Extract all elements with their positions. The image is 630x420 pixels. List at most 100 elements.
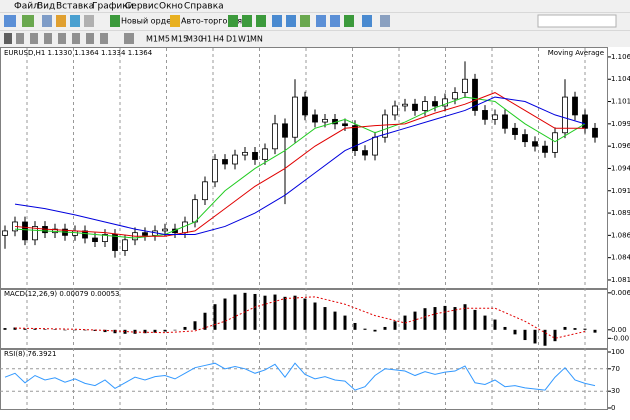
candle-body	[502, 114, 508, 129]
toolbar-icon[interactable]	[272, 15, 282, 27]
new-order-icon[interactable]	[110, 15, 120, 27]
timeframe-button[interactable]: W1	[238, 35, 251, 44]
menu-item[interactable]: Сервис	[125, 2, 159, 12]
toolbar-icon[interactable]	[42, 15, 52, 27]
toolbar-icon[interactable]	[256, 15, 266, 27]
candle-body	[492, 114, 498, 120]
candle-body	[452, 92, 458, 100]
y-tick-label: 1.0840	[611, 254, 630, 262]
toolbar-icon[interactable]	[330, 15, 340, 27]
candle-body	[122, 239, 128, 251]
menu-item[interactable]: Графики	[92, 2, 134, 12]
y-tick-label: 1.1015	[611, 98, 630, 106]
timeframe-button[interactable]: H1	[201, 35, 212, 44]
crosshair-tool[interactable]	[16, 33, 24, 44]
line-tool[interactable]	[30, 33, 38, 44]
timeframe-button[interactable]: M15	[171, 35, 188, 44]
y-tick-label: 1.0890	[611, 209, 630, 217]
search-box[interactable]	[537, 14, 617, 28]
macd-bar	[23, 328, 27, 330]
macd-bar	[3, 328, 7, 330]
y-tick-label: 100	[611, 348, 624, 356]
timeframe-button[interactable]: M1	[146, 35, 158, 44]
y-tick-label: 0	[611, 404, 615, 412]
timeframe-button[interactable]: H4	[213, 35, 224, 44]
toolbar-icon[interactable]	[300, 15, 310, 27]
y-tick-label: 1.0965	[611, 142, 630, 150]
y-tick-label: 1.0915	[611, 187, 630, 195]
macd-bar	[73, 329, 77, 331]
timeframe-button[interactable]: D1	[226, 35, 237, 44]
macd-bar	[123, 329, 127, 334]
line-tool[interactable]	[58, 33, 66, 44]
macd-bar	[573, 328, 577, 330]
candle-body	[222, 159, 228, 165]
macd-bar	[413, 311, 417, 330]
macd-bar	[393, 321, 397, 330]
fibo-tool[interactable]	[86, 33, 94, 44]
rsi-label: RSI(8) 76.3921	[4, 350, 56, 358]
menu-item[interactable]: Вставка	[56, 2, 94, 12]
new-order-button[interactable]: Новый ордер	[121, 17, 176, 26]
candle-body	[522, 134, 528, 143]
menu-item[interactable]: Справка	[184, 2, 224, 12]
toolbar-icon[interactable]	[228, 15, 238, 27]
y-tick-label: 1.0815	[611, 276, 630, 284]
shapes-tool[interactable]	[124, 33, 134, 44]
toolbar-icon[interactable]	[56, 15, 66, 27]
macd-bar	[423, 308, 427, 330]
macd-bar	[83, 329, 87, 331]
timeframe-button[interactable]: M30	[186, 35, 203, 44]
candle-body	[192, 199, 198, 223]
timeframe-button[interactable]: M5	[158, 35, 170, 44]
candle-body	[312, 114, 318, 123]
candle-body	[292, 96, 298, 138]
macd-bar	[193, 321, 197, 330]
macd-bar	[263, 295, 267, 330]
toolbar-icon[interactable]	[362, 15, 372, 27]
line-tool[interactable]	[44, 33, 52, 44]
toolbar-icon[interactable]	[242, 15, 252, 27]
timeframe-button[interactable]: MN	[250, 35, 263, 44]
y-tick-label: 1.0940	[611, 164, 630, 172]
macd-bar	[433, 307, 437, 330]
macd-bar	[483, 315, 487, 330]
macd-bar	[313, 302, 317, 330]
macd-bar	[463, 304, 467, 330]
y-tick-label: 1.104	[611, 75, 630, 83]
macd-bar	[153, 329, 157, 333]
toolbar-icon[interactable]	[22, 15, 34, 27]
channel-tool[interactable]	[72, 33, 80, 44]
candle-body	[592, 127, 598, 138]
toolbar-icon[interactable]	[84, 15, 94, 27]
candle-body	[532, 141, 538, 147]
macd-bar	[353, 322, 357, 330]
toolbar-icon[interactable]	[286, 15, 296, 27]
text-tool[interactable]	[100, 33, 108, 44]
toolbar-icon[interactable]	[70, 15, 80, 27]
menu-item[interactable]: Окно	[159, 2, 183, 12]
candle-body	[422, 101, 428, 111]
menu-item[interactable]: Вид	[37, 2, 55, 12]
macd-bar	[383, 326, 387, 330]
candle-body	[482, 110, 488, 120]
toolbar-icon[interactable]	[344, 15, 354, 27]
toolbar-icon[interactable]	[316, 15, 326, 27]
macd-bar	[323, 307, 327, 330]
macd-bar	[253, 293, 257, 330]
macd-bar	[163, 329, 167, 332]
autotrading-icon[interactable]	[170, 15, 180, 27]
y-tick-label: 1.0865	[611, 231, 630, 239]
chart-label: EURUSD,H1 1.1330 1.1364 1.1334 1.1364	[4, 49, 153, 57]
toolbar-icon[interactable]	[380, 15, 390, 27]
menu-item[interactable]: Файл	[14, 2, 39, 12]
cursor-tool[interactable]	[4, 33, 12, 44]
candle-body	[232, 154, 238, 165]
y-tick-label: 1.1065	[611, 53, 630, 61]
autotrading-button[interactable]: Авто-торговля	[181, 17, 242, 26]
toolbar-icon[interactable]	[4, 15, 16, 27]
macd-bar	[583, 328, 587, 330]
moving-average	[14, 92, 585, 237]
macd-bar	[523, 329, 527, 341]
